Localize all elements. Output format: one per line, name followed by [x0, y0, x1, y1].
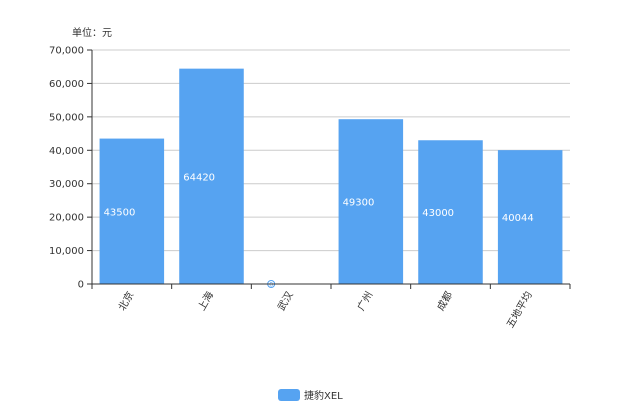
y-tick-label: 40,000 — [49, 146, 84, 157]
bar[interactable] — [99, 138, 165, 284]
legend[interactable]: 捷豹XEL — [278, 389, 343, 402]
y-tick-label: 20,000 — [49, 213, 84, 224]
bar[interactable] — [497, 150, 563, 284]
bar-data-label: 64420 — [183, 172, 215, 183]
bar[interactable] — [338, 119, 404, 284]
bar-data-label: 43500 — [104, 207, 136, 218]
x-tick-label: 武汉 — [275, 289, 296, 313]
bar[interactable] — [179, 68, 244, 285]
bar-data-label: 49300 — [343, 198, 375, 209]
bar-data-label: 0 — [269, 281, 273, 288]
y-axis: 0 10,000 20,000 30,000 40,000 50,000 60,000 70,… — [49, 46, 93, 291]
x-axis: 北京 上海 武汉 广州 成都 五地平均 — [91, 283, 571, 330]
legend-swatch[interactable] — [278, 389, 300, 401]
y-tick-label: 70,000 — [49, 46, 84, 57]
legend-label[interactable]: 捷豹XEL — [304, 389, 343, 402]
x-tick-label: 广州 — [355, 290, 375, 313]
bar-data-label: 43000 — [422, 208, 454, 219]
y-tick-label: 30,000 — [49, 179, 84, 190]
y-tick-label: 60,000 — [49, 79, 84, 90]
x-tick-label: 成都 — [435, 290, 455, 313]
x-tick-label: 五地平均 — [504, 289, 535, 330]
bars: 43500 64420 0 49300 43000 40044 — [99, 68, 563, 288]
y-unit-label: 单位：元 — [72, 26, 112, 39]
y-tick-label: 50,000 — [49, 112, 84, 123]
bar[interactable] — [418, 140, 483, 284]
y-tick-label: 10,000 — [49, 246, 84, 257]
x-tick-label: 上海 — [195, 289, 216, 313]
x-tick-label: 北京 — [115, 289, 136, 313]
grid-lines — [92, 49, 570, 252]
bar-data-label: 40044 — [502, 213, 534, 224]
y-tick-label: 0 — [78, 280, 84, 291]
